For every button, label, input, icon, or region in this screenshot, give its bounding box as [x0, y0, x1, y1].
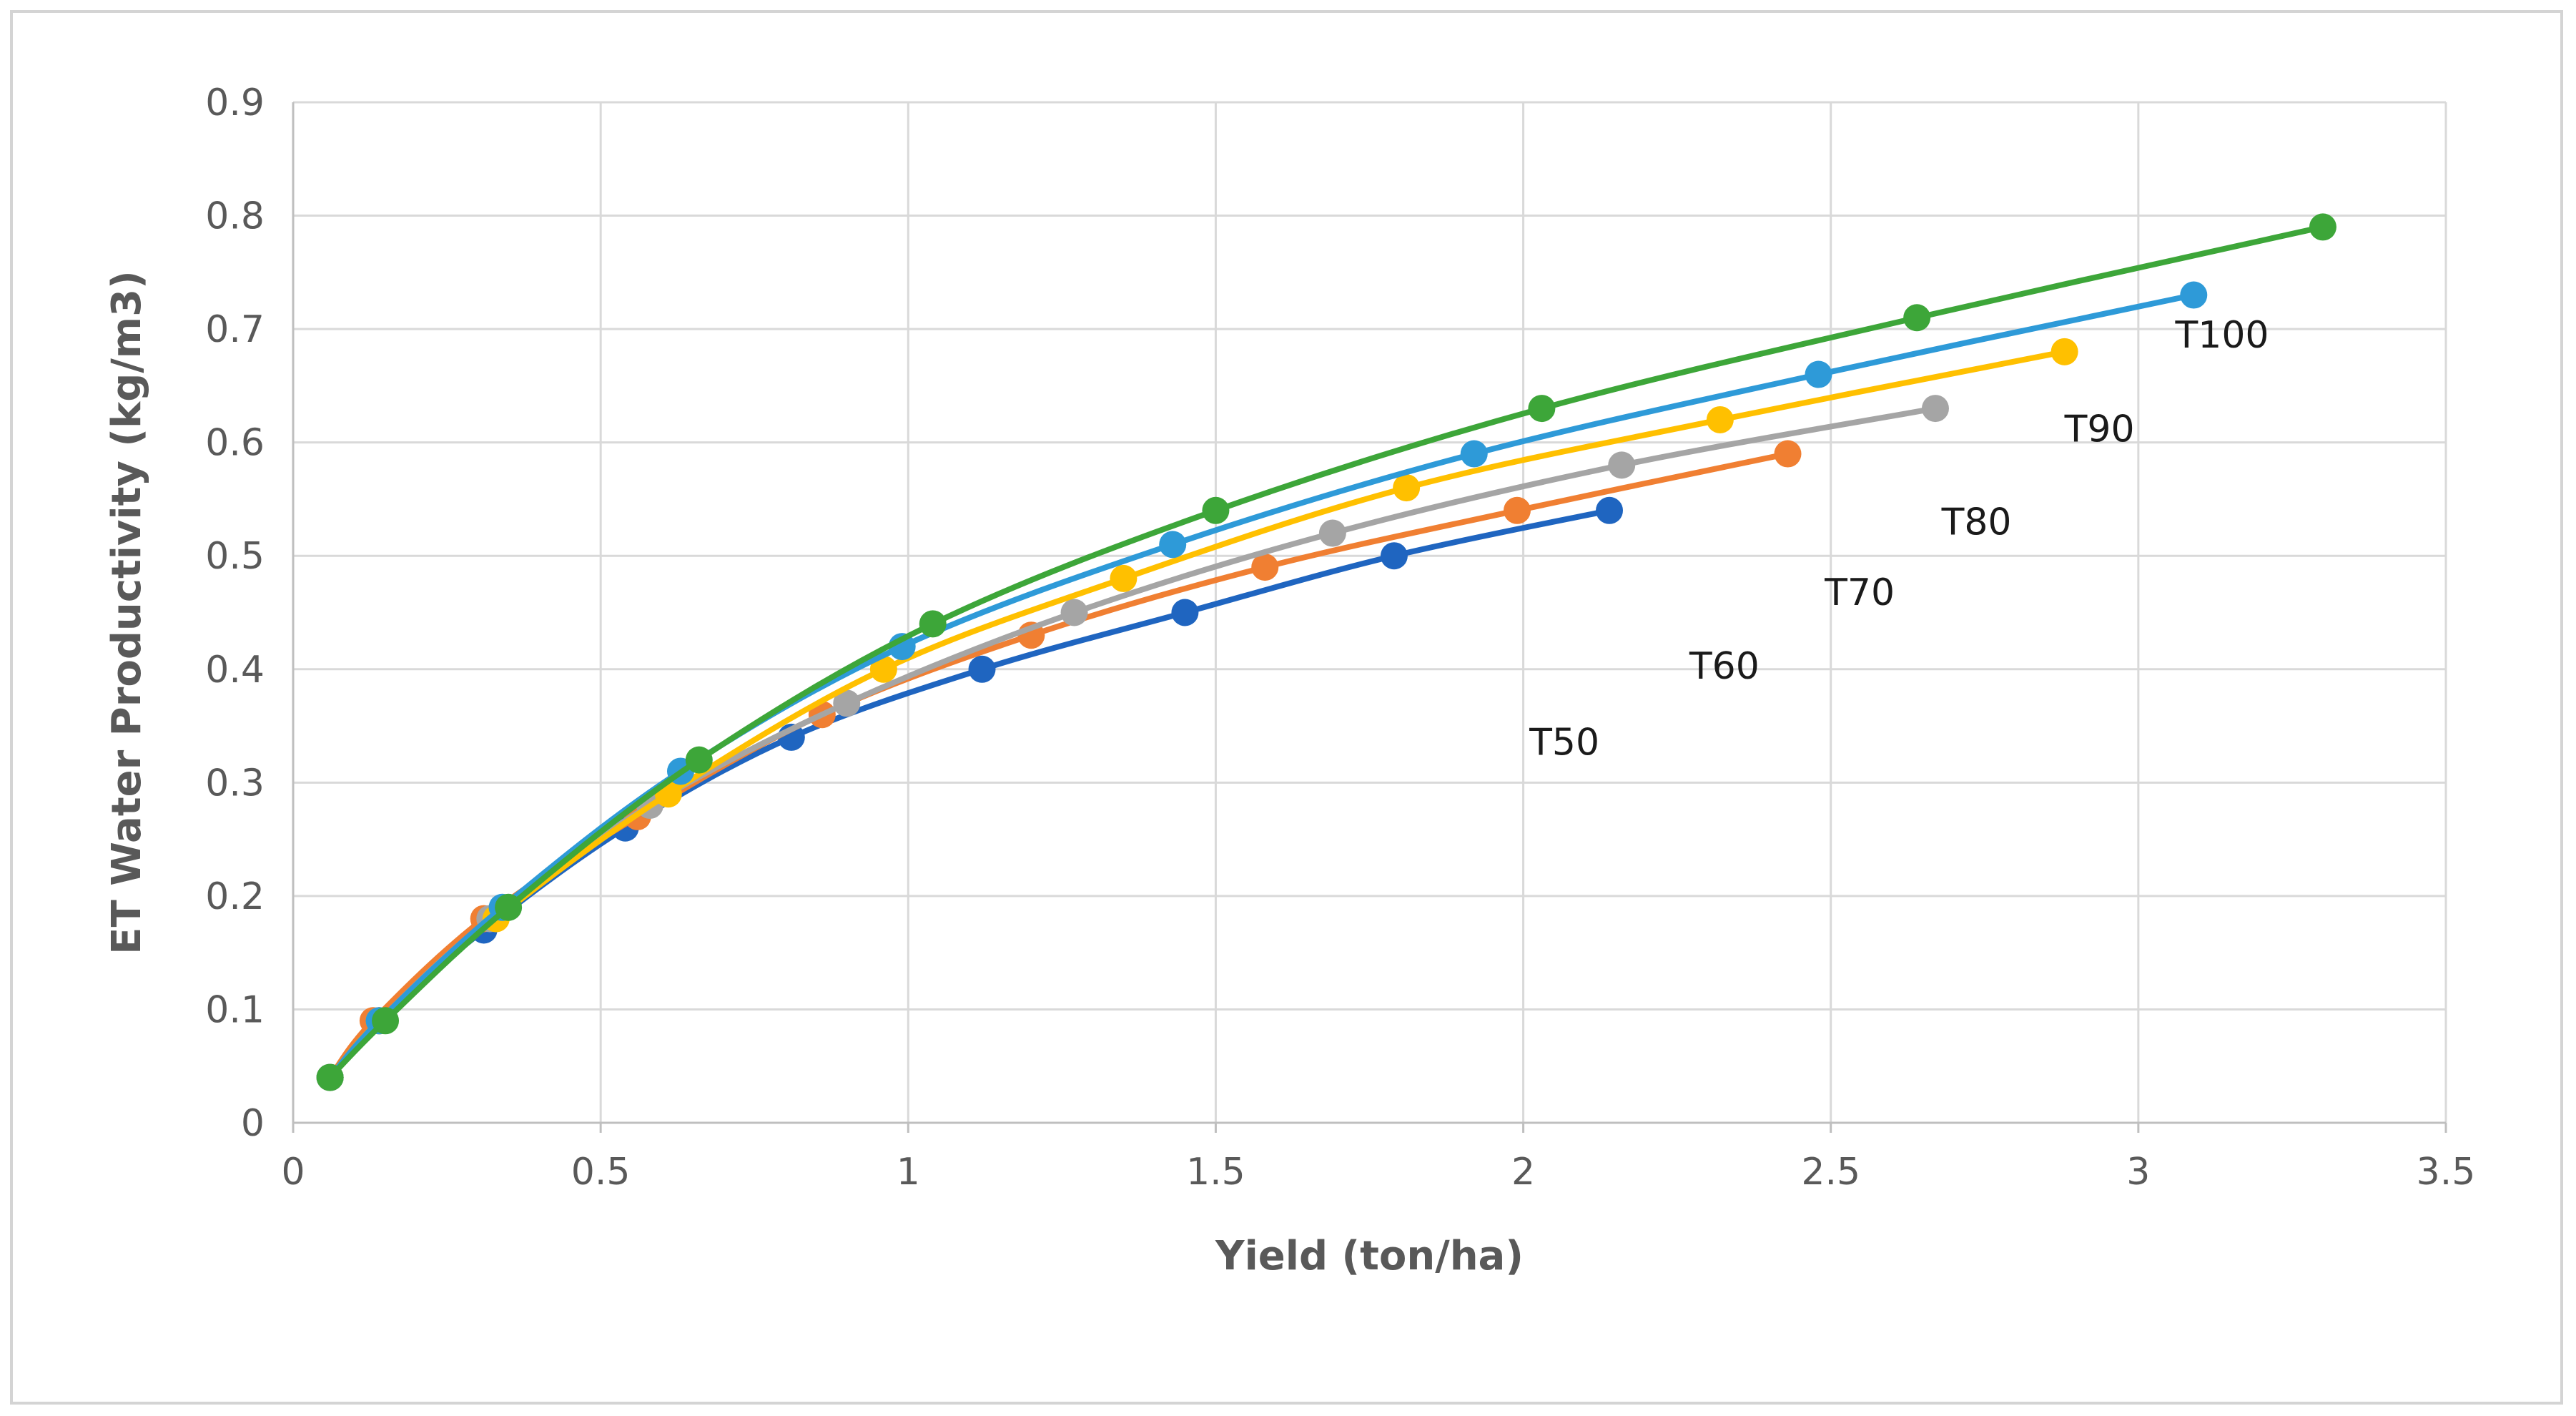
y-axis-title: ET Water Productivity (kg/m3)	[104, 270, 150, 954]
x-tick-label: 2.5	[1801, 1151, 1860, 1194]
chart: 0 0.1 0.2 0.3 0.4 0.5 0.6 0.7 0.8 0.9 0 0.5 1 1.5 2 2.5…	[104, 82, 2475, 1279]
series-t90	[316, 338, 2078, 1091]
data-point	[1805, 360, 1832, 388]
series-label-t60: T60	[1689, 645, 1760, 688]
series-unlabeled-5	[316, 213, 2336, 1091]
grid	[293, 101, 2447, 1123]
data-point	[869, 655, 897, 683]
x-axis-title: Yield (ton/ha)	[1215, 1233, 1524, 1279]
data-point	[1393, 474, 1421, 502]
data-point	[1608, 451, 1636, 479]
series-t60	[316, 440, 1802, 1091]
data-point	[1380, 542, 1408, 570]
data-point	[1774, 440, 1802, 468]
data-point	[1503, 496, 1531, 524]
series-label-t70: T70	[1824, 571, 1895, 614]
data-point	[316, 1063, 344, 1091]
data-point	[2180, 281, 2208, 309]
series-label-t100: T100	[2174, 314, 2269, 357]
data-point	[919, 610, 947, 638]
x-tick-label: 1.5	[1186, 1151, 1245, 1194]
data-point	[495, 893, 523, 921]
data-point	[1202, 496, 1230, 524]
y-tick-label: 0.3	[205, 762, 265, 805]
series-t70	[316, 395, 1949, 1091]
series-line	[327, 507, 1613, 1081]
data-point	[2051, 338, 2078, 365]
series-label-t80: T80	[1941, 501, 2012, 544]
data-point	[1159, 531, 1187, 559]
y-tick-label: 0.9	[205, 82, 265, 124]
data-point	[1110, 564, 1138, 592]
data-point	[372, 1007, 400, 1035]
series-label-t90: T90	[2064, 408, 2135, 451]
chart-frame: 0 0.1 0.2 0.3 0.4 0.5 0.6 0.7 0.8 0.9 0 0.5 1 1.5 2 2.5…	[10, 10, 2563, 1405]
data-point	[833, 689, 861, 717]
y-tick-label: 0.1	[205, 988, 265, 1031]
series-line	[327, 451, 1791, 1081]
series-layer	[316, 213, 2336, 1091]
annotation-layer: T100 T90 T80 T70 T60 T50	[1529, 314, 2269, 764]
series-line	[327, 292, 2197, 1081]
data-point	[1460, 440, 1488, 468]
data-point	[1903, 304, 1931, 332]
data-point	[1528, 395, 1556, 423]
x-tick-label: 1	[897, 1151, 920, 1194]
data-point	[2309, 213, 2336, 241]
data-point	[1318, 519, 1346, 547]
x-tick-label: 2	[1511, 1151, 1535, 1194]
series-t50	[316, 496, 1624, 1091]
y-tick-label: 0.6	[205, 422, 265, 465]
series-line	[327, 405, 1938, 1081]
x-tick-label: 3	[2126, 1151, 2150, 1194]
axes: 0 0.1 0.2 0.3 0.4 0.5 0.6 0.7 0.8 0.9 0 0.5 1 1.5 2 2.5…	[205, 82, 2475, 1194]
x-tick-label: 3.5	[2417, 1151, 2476, 1194]
data-point	[1706, 405, 1734, 433]
series-label-t50: T50	[1529, 721, 1599, 764]
data-point	[1921, 395, 1949, 423]
data-point	[1251, 554, 1279, 581]
y-tick-label: 0	[241, 1102, 265, 1145]
x-tick-label: 0	[281, 1151, 305, 1194]
y-tick-label: 0.5	[205, 535, 265, 578]
y-tick-label: 0.4	[205, 649, 265, 692]
data-point	[1171, 599, 1199, 626]
series-line	[327, 224, 2326, 1081]
data-point	[685, 746, 713, 774]
y-tick-label: 0.2	[205, 875, 265, 918]
x-tick-label: 0.5	[571, 1151, 631, 1194]
data-point	[968, 655, 996, 683]
series-line	[327, 348, 2068, 1081]
data-point	[1060, 599, 1088, 626]
data-point	[1596, 496, 1624, 524]
y-tick-label: 0.7	[205, 308, 265, 351]
y-tick-label: 0.8	[205, 195, 265, 238]
